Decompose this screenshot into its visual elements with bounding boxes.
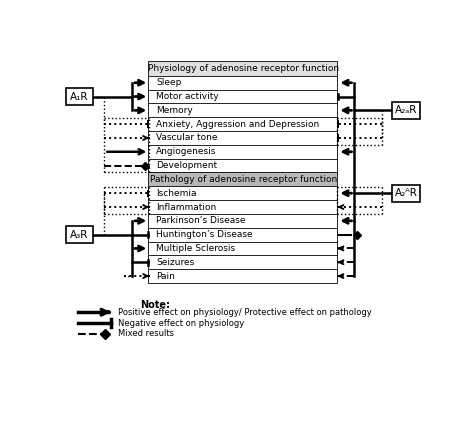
Text: Mixed results: Mixed results (118, 329, 174, 338)
Bar (149, 89, 337, 103)
Text: Note:: Note: (140, 300, 170, 310)
Bar (149, 62, 337, 283)
Bar (66, 226, 92, 243)
Text: Vascular tone: Vascular tone (156, 133, 218, 143)
Text: Seizures: Seizures (156, 258, 194, 267)
Text: Angiogenesis: Angiogenesis (156, 147, 217, 156)
Bar (149, 214, 337, 228)
Text: Parkinson’s Disease: Parkinson’s Disease (156, 216, 246, 225)
Text: Multiple Sclerosis: Multiple Sclerosis (156, 244, 236, 253)
Bar (149, 173, 337, 186)
Bar (392, 102, 420, 119)
Text: A₃R: A₃R (70, 230, 89, 240)
Text: Anxiety, Aggression and Depression: Anxiety, Aggression and Depression (156, 120, 319, 129)
Text: Development: Development (156, 161, 218, 170)
Text: A₂ₐR: A₂ₐR (395, 106, 418, 115)
Bar (149, 103, 337, 117)
Bar (149, 269, 337, 283)
Bar (149, 228, 337, 241)
Bar (149, 200, 337, 214)
Bar (149, 117, 337, 131)
Text: Physiology of adenosine receptor function: Physiology of adenosine receptor functio… (148, 65, 339, 73)
Bar (149, 76, 337, 89)
Bar (149, 159, 337, 173)
Text: Sleep: Sleep (156, 78, 182, 87)
Text: Positive effect on physiology/ Protective effect on pathology: Positive effect on physiology/ Protectiv… (118, 308, 372, 317)
Bar (149, 145, 337, 159)
Bar (149, 186, 337, 200)
Text: Inflammation: Inflammation (156, 203, 217, 211)
Bar (149, 255, 337, 269)
Text: A₁R: A₁R (70, 92, 89, 102)
Text: Pathology of adenosine receptor function: Pathology of adenosine receptor function (150, 175, 337, 184)
Text: A₂ᴬR: A₂ᴬR (395, 188, 418, 198)
Bar (66, 88, 92, 105)
Bar (392, 185, 420, 202)
Text: Pain: Pain (156, 272, 175, 281)
Bar (149, 241, 337, 255)
Bar (149, 131, 337, 145)
Bar (149, 62, 337, 76)
Text: Ischemia: Ischemia (156, 189, 197, 198)
Text: Motor activity: Motor activity (156, 92, 219, 101)
Text: Negative effect on physiology: Negative effect on physiology (118, 319, 244, 327)
Text: Huntington’s Disease: Huntington’s Disease (156, 230, 253, 239)
Text: Memory: Memory (156, 106, 193, 115)
